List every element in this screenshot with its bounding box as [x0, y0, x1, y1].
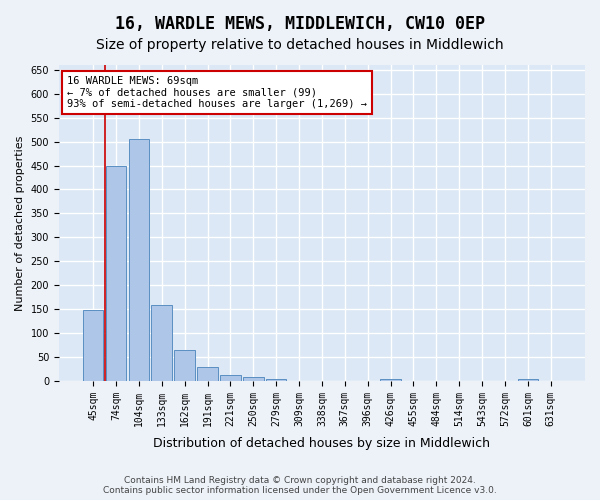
Text: Contains HM Land Registry data © Crown copyright and database right 2024.
Contai: Contains HM Land Registry data © Crown c…: [103, 476, 497, 495]
Y-axis label: Number of detached properties: Number of detached properties: [15, 136, 25, 310]
Bar: [266, 378, 286, 381]
Bar: [220, 374, 241, 381]
Bar: [197, 366, 218, 381]
Bar: [83, 310, 103, 381]
X-axis label: Distribution of detached houses by size in Middlewich: Distribution of detached houses by size …: [154, 437, 490, 450]
Bar: [380, 378, 401, 381]
Bar: [106, 166, 126, 381]
Bar: [518, 378, 538, 381]
Text: Size of property relative to detached houses in Middlewich: Size of property relative to detached ho…: [96, 38, 504, 52]
Bar: [243, 377, 263, 381]
Text: 16, WARDLE MEWS, MIDDLEWICH, CW10 0EP: 16, WARDLE MEWS, MIDDLEWICH, CW10 0EP: [115, 15, 485, 33]
Bar: [151, 306, 172, 381]
Bar: [175, 350, 195, 381]
Bar: [128, 138, 149, 381]
Text: 16 WARDLE MEWS: 69sqm
← 7% of detached houses are smaller (99)
93% of semi-detac: 16 WARDLE MEWS: 69sqm ← 7% of detached h…: [67, 76, 367, 110]
